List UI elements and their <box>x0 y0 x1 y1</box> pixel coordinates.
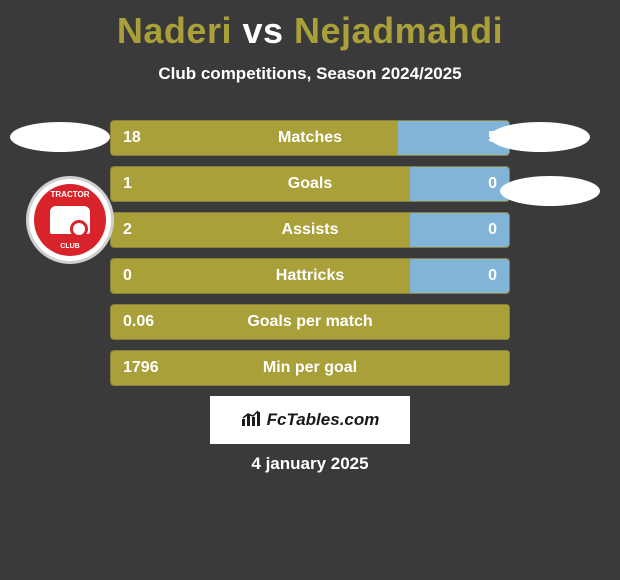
title-player1: Naderi <box>117 10 232 51</box>
chart-icon <box>241 409 261 432</box>
stat-value-left: 0.06 <box>123 313 154 331</box>
subtitle: Club competitions, Season 2024/2025 <box>0 64 620 84</box>
stat-bar-container: 0.06 Goals per match <box>110 304 510 340</box>
stat-label: Goals per match <box>247 313 372 331</box>
stat-value-left: 2 <box>123 221 132 239</box>
placeholder-oval-left <box>10 122 110 152</box>
stat-value-left: 1796 <box>123 359 159 377</box>
club-badge-text-bottom: CLUB <box>60 243 79 250</box>
stat-label: Min per goal <box>263 359 357 377</box>
stat-value-left: 1 <box>123 175 132 193</box>
club-badge: TRACTOR CLUB <box>26 176 114 264</box>
placeholder-oval-right-1 <box>490 122 590 152</box>
stat-bar-container: 2 0 Assists <box>110 212 510 248</box>
stat-row: 1796 Min per goal <box>0 350 620 386</box>
stat-bar-container: 1796 Min per goal <box>110 350 510 386</box>
stats-area: 18 5 Matches 1 0 Goals 2 0 Assists 0 0 Hattricks 0.0… <box>0 120 620 396</box>
stat-value-right: 0 <box>488 221 497 239</box>
stat-value-right: 0 <box>488 267 497 285</box>
stat-label: Goals <box>288 175 332 193</box>
stat-row: 0 0 Hattricks <box>0 258 620 294</box>
page-title: Naderi vs Nejadmahdi <box>0 0 620 52</box>
stat-label: Hattricks <box>276 267 344 285</box>
stat-bar-left <box>111 213 410 247</box>
placeholder-oval-right-2 <box>500 176 600 206</box>
stat-bar-container: 18 5 Matches <box>110 120 510 156</box>
stat-bar-container: 1 0 Goals <box>110 166 510 202</box>
stat-label: Assists <box>282 221 339 239</box>
stat-value-right: 0 <box>488 175 497 193</box>
club-badge-text-top: TRACTOR <box>51 190 90 199</box>
title-player2: Nejadmahdi <box>294 10 503 51</box>
stat-bar-left <box>111 259 410 293</box>
stat-bar-left <box>111 121 398 155</box>
stat-label: Matches <box>278 129 342 147</box>
tractor-wheel-icon <box>70 220 88 238</box>
stat-bar-left <box>111 167 410 201</box>
club-badge-inner: TRACTOR CLUB <box>34 184 106 256</box>
title-vs: vs <box>242 10 283 51</box>
stat-value-left: 0 <box>123 267 132 285</box>
date: 4 january 2025 <box>251 454 368 474</box>
stat-value-left: 18 <box>123 129 141 147</box>
attribution[interactable]: FcTables.com <box>210 396 410 444</box>
stat-row: 0.06 Goals per match <box>0 304 620 340</box>
attribution-text: FcTables.com <box>267 410 380 430</box>
tractor-icon <box>50 206 90 234</box>
stat-value-right: 5 <box>488 129 497 147</box>
stat-bar-container: 0 0 Hattricks <box>110 258 510 294</box>
